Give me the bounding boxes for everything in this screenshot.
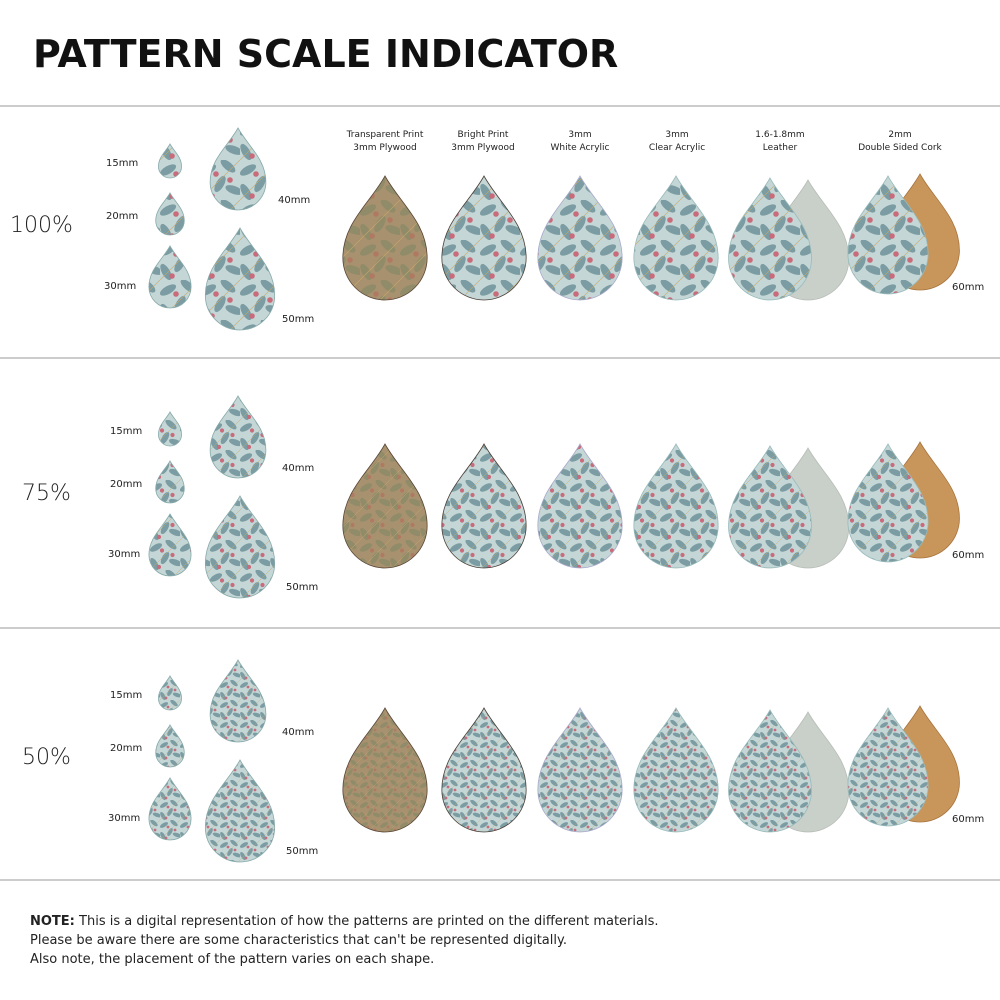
- note-line: Please be aware there are some character…: [30, 933, 567, 948]
- small-drop: [209, 395, 267, 479]
- size-label: 60mm: [952, 814, 984, 825]
- large-drop: [728, 445, 812, 569]
- large-drop: [441, 707, 527, 833]
- size-label: 60mm: [952, 282, 984, 293]
- size-label: 30mm: [108, 549, 140, 560]
- large-drop: [342, 707, 428, 833]
- large-drop: [342, 175, 428, 301]
- title: PATTERN SCALE INDICATOR: [33, 32, 618, 76]
- material-label: 2mm: [888, 130, 911, 140]
- scale-label: 50%: [22, 745, 71, 770]
- large-drop: [633, 443, 719, 569]
- large-drop: [342, 443, 428, 569]
- small-drop: [204, 759, 276, 863]
- small-drop: [155, 192, 185, 236]
- large-drop: [537, 707, 623, 833]
- small-drop: [155, 724, 185, 768]
- material-label: Clear Acrylic: [649, 143, 705, 153]
- material-label: 3mm: [665, 130, 688, 140]
- size-label: 20mm: [110, 479, 142, 490]
- size-label: 50mm: [286, 582, 318, 593]
- size-label: 40mm: [278, 195, 310, 206]
- size-label: 15mm: [110, 690, 142, 701]
- small-drop: [209, 659, 267, 743]
- large-drop: [728, 709, 812, 833]
- note: NOTE: This is a digital representation o…: [30, 912, 659, 969]
- size-label: 30mm: [104, 281, 136, 292]
- small-drop: [158, 143, 182, 179]
- small-drop: [148, 513, 192, 577]
- note-line: Also note, the placement of the pattern …: [30, 952, 435, 967]
- note-line: NOTE: This is a digital representation o…: [30, 912, 659, 931]
- material-label: Double Sided Cork: [858, 143, 942, 153]
- material-label: 3mm Plywood: [353, 143, 416, 153]
- note-text: This is a digital representation of how …: [79, 914, 659, 929]
- note-label: NOTE:: [30, 914, 75, 929]
- material-label: 3mm: [568, 130, 591, 140]
- size-label: 40mm: [282, 727, 314, 738]
- size-label: 15mm: [110, 426, 142, 437]
- large-drop: [441, 175, 527, 301]
- size-label: 20mm: [110, 743, 142, 754]
- material-label: Leather: [763, 143, 798, 153]
- large-drop: [537, 443, 623, 569]
- small-drop: [204, 227, 276, 331]
- material-label: White Acrylic: [551, 143, 610, 153]
- material-label: Bright Print: [458, 130, 509, 140]
- large-drop: [441, 443, 527, 569]
- large-drop: [633, 175, 719, 301]
- size-label: 50mm: [286, 846, 318, 857]
- scale-label: 100%: [10, 213, 73, 238]
- small-drop: [158, 675, 182, 711]
- large-drop: [847, 707, 929, 827]
- material-label: 1.6-1.8mm: [755, 130, 804, 140]
- material-label: Transparent Print: [346, 130, 424, 140]
- size-label: 30mm: [108, 813, 140, 824]
- large-drop: [728, 177, 812, 301]
- scale-label: 75%: [22, 481, 71, 506]
- large-drop: [633, 707, 719, 833]
- size-label: 50mm: [282, 314, 314, 325]
- large-drop: [847, 175, 929, 295]
- material-label: 3mm Plywood: [451, 143, 514, 153]
- size-label: 15mm: [106, 158, 138, 169]
- large-drop: [537, 175, 623, 301]
- large-drop: [847, 443, 929, 563]
- small-drop: [158, 411, 182, 447]
- size-label: 60mm: [952, 550, 984, 561]
- small-drop: [209, 127, 267, 211]
- small-drop: [148, 777, 192, 841]
- small-drop: [204, 495, 276, 599]
- size-label: 40mm: [282, 463, 314, 474]
- small-drop: [155, 460, 185, 504]
- small-drop: [148, 245, 192, 309]
- size-label: 20mm: [106, 211, 138, 222]
